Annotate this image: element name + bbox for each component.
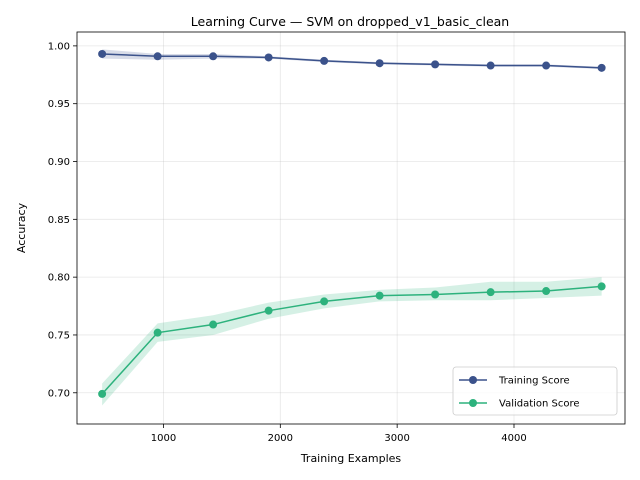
legend: Training Score Validation Score (452, 366, 618, 416)
y-tick-label: 0.70 (48, 388, 70, 399)
validation-score-line (101, 285, 602, 395)
y-tick-label: 0.85 (48, 215, 70, 226)
validation-score-point (320, 297, 329, 306)
validation-score-point (153, 328, 162, 337)
x-axis-ticks: 1000 2000 3000 4000 (151, 424, 527, 444)
y-tick-label: 0.75 (48, 330, 70, 341)
legend-training-score-label: Training Score (498, 376, 570, 387)
series-points (98, 49, 606, 398)
x-tick-label: 2000 (268, 433, 293, 444)
legend-validation-score-label: Validation Score (499, 399, 580, 410)
training-score-point (375, 59, 384, 68)
training-score-point (597, 63, 606, 72)
validation-score-point (98, 389, 107, 398)
legend-box (452, 366, 618, 416)
series-lines (101, 53, 602, 395)
training-score-line (102, 53, 602, 69)
validation-score-point (431, 290, 440, 299)
y-tick-label: 0.95 (48, 99, 70, 110)
validation-score-point (486, 288, 495, 297)
validation-score-point (209, 320, 218, 329)
validation-score-point (264, 306, 273, 315)
y-axis-ticks: 0.70 0.75 0.80 0.85 0.90 0.95 1.00 (48, 41, 77, 399)
y-axis-label: Accuracy (15, 202, 28, 253)
validation-score-point (597, 282, 606, 291)
validation-score-point (542, 287, 551, 296)
validation-score-point (375, 291, 384, 300)
chart-title: Learning Curve — SVM on dropped_v1_basic… (191, 14, 509, 29)
training-score-point (431, 60, 440, 69)
x-tick-label: 1000 (151, 433, 176, 444)
training-score-point (98, 49, 107, 58)
legend-validation-score-marker (469, 399, 477, 407)
y-tick-label: 0.80 (48, 273, 70, 284)
training-score-point (264, 53, 273, 62)
training-score-point (209, 52, 218, 61)
y-tick-label: 0.90 (48, 157, 70, 168)
training-score-band (102, 49, 602, 70)
grid-lines (77, 32, 625, 424)
plot-frame (76, 31, 626, 425)
training-score-point (320, 56, 329, 65)
x-tick-label: 3000 (384, 433, 409, 444)
training-score-point (542, 61, 551, 70)
confidence-bands (102, 49, 602, 406)
training-score-point (153, 52, 162, 61)
y-tick-label: 1.00 (48, 41, 70, 52)
training-score-point (486, 61, 495, 70)
x-tick-label: 4000 (501, 433, 526, 444)
x-axis-label: Training Examples (300, 452, 402, 465)
legend-training-score-marker (469, 376, 477, 384)
